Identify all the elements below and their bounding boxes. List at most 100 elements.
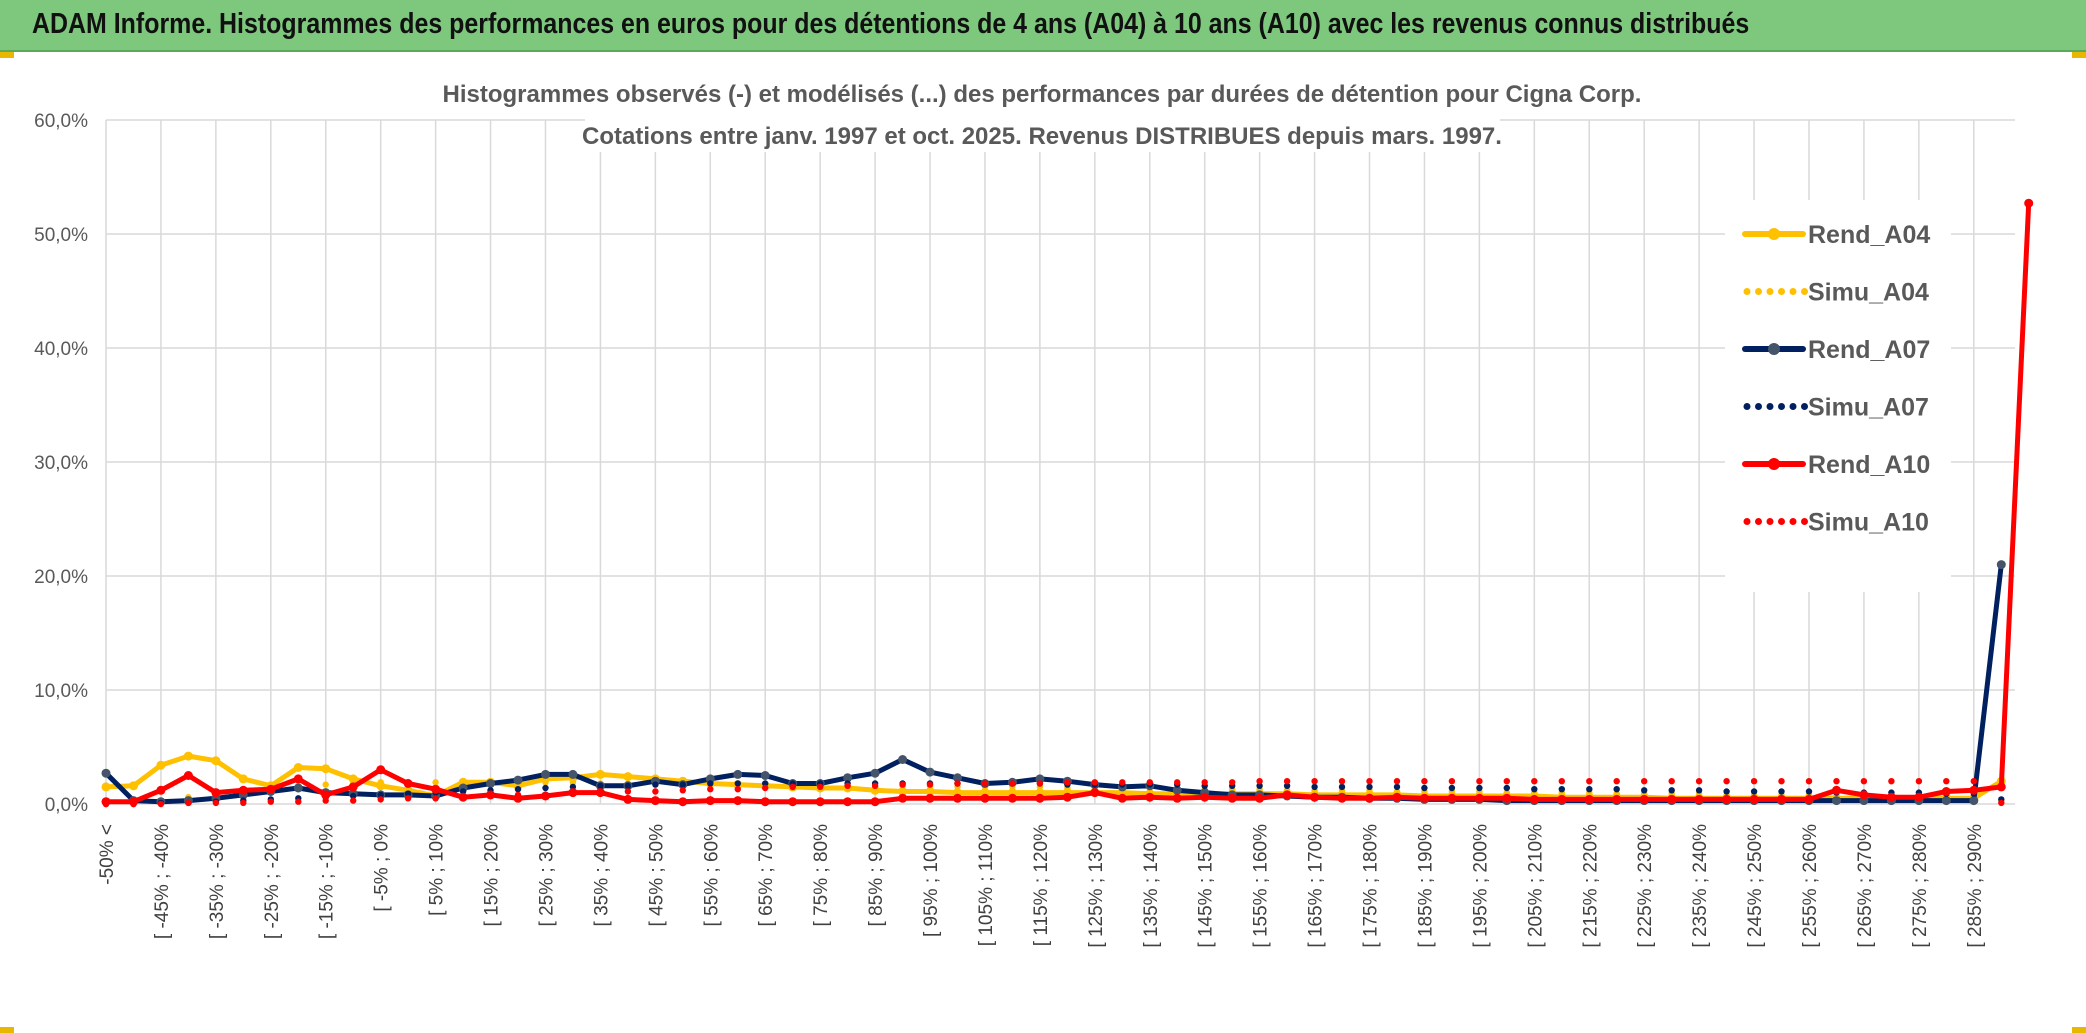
data-point xyxy=(623,794,633,804)
data-point xyxy=(1448,778,1456,785)
data-point xyxy=(542,779,549,786)
x-tick-label: [ -35% ; -30% xyxy=(207,824,228,939)
legend-marker xyxy=(1768,343,1780,355)
data-point xyxy=(238,785,248,795)
y-tick-label: 50,0% xyxy=(34,225,88,246)
data-point xyxy=(1502,793,1512,803)
data-point xyxy=(267,798,274,805)
data-point xyxy=(1227,793,1237,803)
data-point xyxy=(212,799,220,807)
data-point xyxy=(542,791,549,799)
data-point xyxy=(1749,794,1759,804)
report-title: ADAM Informe. Histogrammes des performan… xyxy=(32,8,1750,40)
data-point xyxy=(1859,790,1869,800)
data-point xyxy=(1256,778,1263,785)
data-point xyxy=(1998,799,2005,807)
report-banner: ADAM Informe. Histogrammes des performan… xyxy=(0,0,2086,52)
legend-marker xyxy=(1768,458,1780,470)
x-tick-label: [ 115% ; 120% xyxy=(1031,824,1052,946)
data-point xyxy=(404,795,412,802)
data-point xyxy=(843,773,853,783)
data-point xyxy=(1283,778,1291,785)
histogram-chart: Histogrammes observés (-) et modélisés (… xyxy=(34,78,2034,948)
data-point xyxy=(1392,792,1402,802)
legend-dot xyxy=(1801,518,1808,525)
y-tick-label: 10,0% xyxy=(34,681,88,702)
x-tick-label: [ 285% ; 290% xyxy=(1965,824,1986,948)
data-point xyxy=(1035,774,1045,784)
x-tick-label: [ 65% ; 70% xyxy=(756,824,777,927)
data-point xyxy=(1282,790,1292,800)
data-point xyxy=(1503,784,1511,792)
data-point xyxy=(1337,793,1347,803)
legend-item-rend-a10: Rend_A10 xyxy=(1742,451,1930,479)
data-point xyxy=(953,793,962,803)
legend-item-simu-a10: Simu_A10 xyxy=(1743,509,1929,537)
data-point xyxy=(624,782,632,789)
legend-dot xyxy=(1789,518,1797,525)
data-point xyxy=(513,775,523,785)
data-point xyxy=(899,781,906,788)
data-point xyxy=(377,796,384,803)
data-point xyxy=(1529,794,1539,804)
data-point xyxy=(348,782,358,792)
data-point xyxy=(1723,788,1730,795)
data-point xyxy=(403,779,413,788)
data-point xyxy=(1338,783,1346,791)
x-tick-label: -50% < xyxy=(97,824,118,885)
data-point xyxy=(1777,794,1786,804)
x-tick-label: [ -15% ; -10% xyxy=(317,824,338,939)
data-point xyxy=(734,780,741,787)
chart-subtitle: Cotations entre janv. 1997 et oct. 2025.… xyxy=(582,123,1502,150)
x-tick-label: [ 125% ; 130% xyxy=(1086,824,1107,948)
series-layer xyxy=(101,198,2034,808)
legend-dot xyxy=(1743,403,1751,410)
data-point xyxy=(707,786,714,793)
data-point xyxy=(760,771,770,780)
data-point xyxy=(1804,794,1814,804)
data-point xyxy=(1667,794,1677,804)
data-point xyxy=(898,793,908,803)
data-point xyxy=(486,779,495,788)
data-point xyxy=(1310,792,1320,802)
legend-dot xyxy=(1755,518,1762,525)
corner-mark-bottom-right xyxy=(2072,1027,2086,1033)
x-tick-label: [ 235% ; 240% xyxy=(1690,824,1711,948)
data-point xyxy=(1311,778,1318,785)
x-tick-label: [ 25% ; 30% xyxy=(536,824,557,927)
data-point xyxy=(1558,778,1566,785)
data-point xyxy=(238,774,248,784)
x-tick-label: [ 5% ; 10% xyxy=(427,824,448,916)
data-point xyxy=(843,797,853,807)
data-point xyxy=(129,781,138,791)
data-point xyxy=(1970,778,1978,785)
x-tick-label: [ 155% ; 160% xyxy=(1251,824,1272,948)
x-tick-label: [ 105% ; 110% xyxy=(976,824,997,946)
data-point xyxy=(1832,796,1841,806)
data-point xyxy=(1941,796,1951,806)
legend-dot xyxy=(1778,403,1785,410)
data-point xyxy=(350,797,357,804)
data-point xyxy=(762,780,769,787)
data-point xyxy=(705,774,715,784)
data-point xyxy=(1996,782,2006,792)
data-point xyxy=(569,790,577,797)
legend-label: Simu_A04 xyxy=(1808,279,1929,307)
data-point xyxy=(156,785,166,795)
data-point xyxy=(1229,779,1236,786)
data-point xyxy=(1996,560,2006,570)
x-tick-label: [ 185% ; 190% xyxy=(1415,824,1436,948)
legend-dot xyxy=(1766,403,1774,410)
data-point xyxy=(1695,778,1703,785)
data-point xyxy=(1201,779,1208,786)
x-tick-label: [ -5% ; 0% xyxy=(372,824,393,912)
x-tick-label: [ 35% ; 40% xyxy=(591,824,612,927)
data-point xyxy=(1255,793,1265,803)
data-point xyxy=(1145,792,1155,802)
data-point xyxy=(1832,785,1841,795)
data-point xyxy=(1447,793,1457,803)
data-point xyxy=(1586,786,1593,793)
data-point xyxy=(678,797,688,807)
data-point xyxy=(733,769,743,779)
data-point xyxy=(815,797,825,807)
